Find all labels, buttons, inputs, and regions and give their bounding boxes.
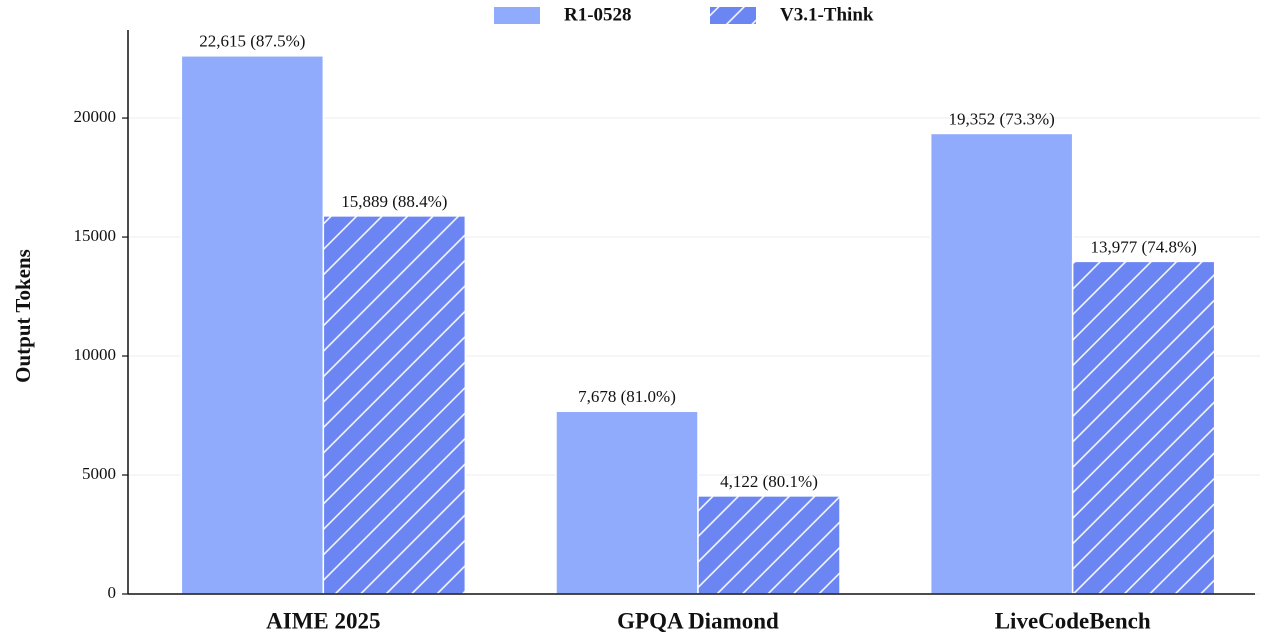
value-label: 4,122 (80.1%) bbox=[720, 472, 818, 491]
value-label: 13,977 (74.8%) bbox=[1091, 237, 1197, 256]
bar bbox=[555, 410, 699, 595]
x-tick-label: LiveCodeBench bbox=[995, 608, 1151, 633]
bar bbox=[180, 55, 325, 595]
bar bbox=[697, 495, 841, 595]
x-tick-label: GPQA Diamond bbox=[617, 608, 779, 633]
bar bbox=[322, 215, 467, 595]
y-tick-label: 5000 bbox=[82, 464, 116, 483]
legend-label: R1-0528 bbox=[564, 4, 632, 25]
legend-label: V3.1-Think bbox=[780, 4, 874, 25]
value-label: 7,678 (81.0%) bbox=[578, 387, 676, 406]
y-tick-label: 20000 bbox=[74, 107, 117, 126]
y-axis-label: Output Tokens bbox=[11, 249, 35, 383]
legend-swatch bbox=[710, 7, 756, 24]
bar bbox=[929, 132, 1074, 595]
y-tick-label: 10000 bbox=[74, 345, 117, 364]
legend-swatch bbox=[494, 7, 540, 24]
bar bbox=[1071, 260, 1216, 595]
y-tick-label: 0 bbox=[108, 583, 117, 602]
y-tick-label: 15000 bbox=[74, 226, 117, 245]
x-tick-label: AIME 2025 bbox=[266, 608, 380, 633]
value-label: 22,615 (87.5%) bbox=[199, 32, 305, 51]
value-label: 15,889 (88.4%) bbox=[341, 192, 447, 211]
value-label: 19,352 (73.3%) bbox=[949, 109, 1055, 128]
